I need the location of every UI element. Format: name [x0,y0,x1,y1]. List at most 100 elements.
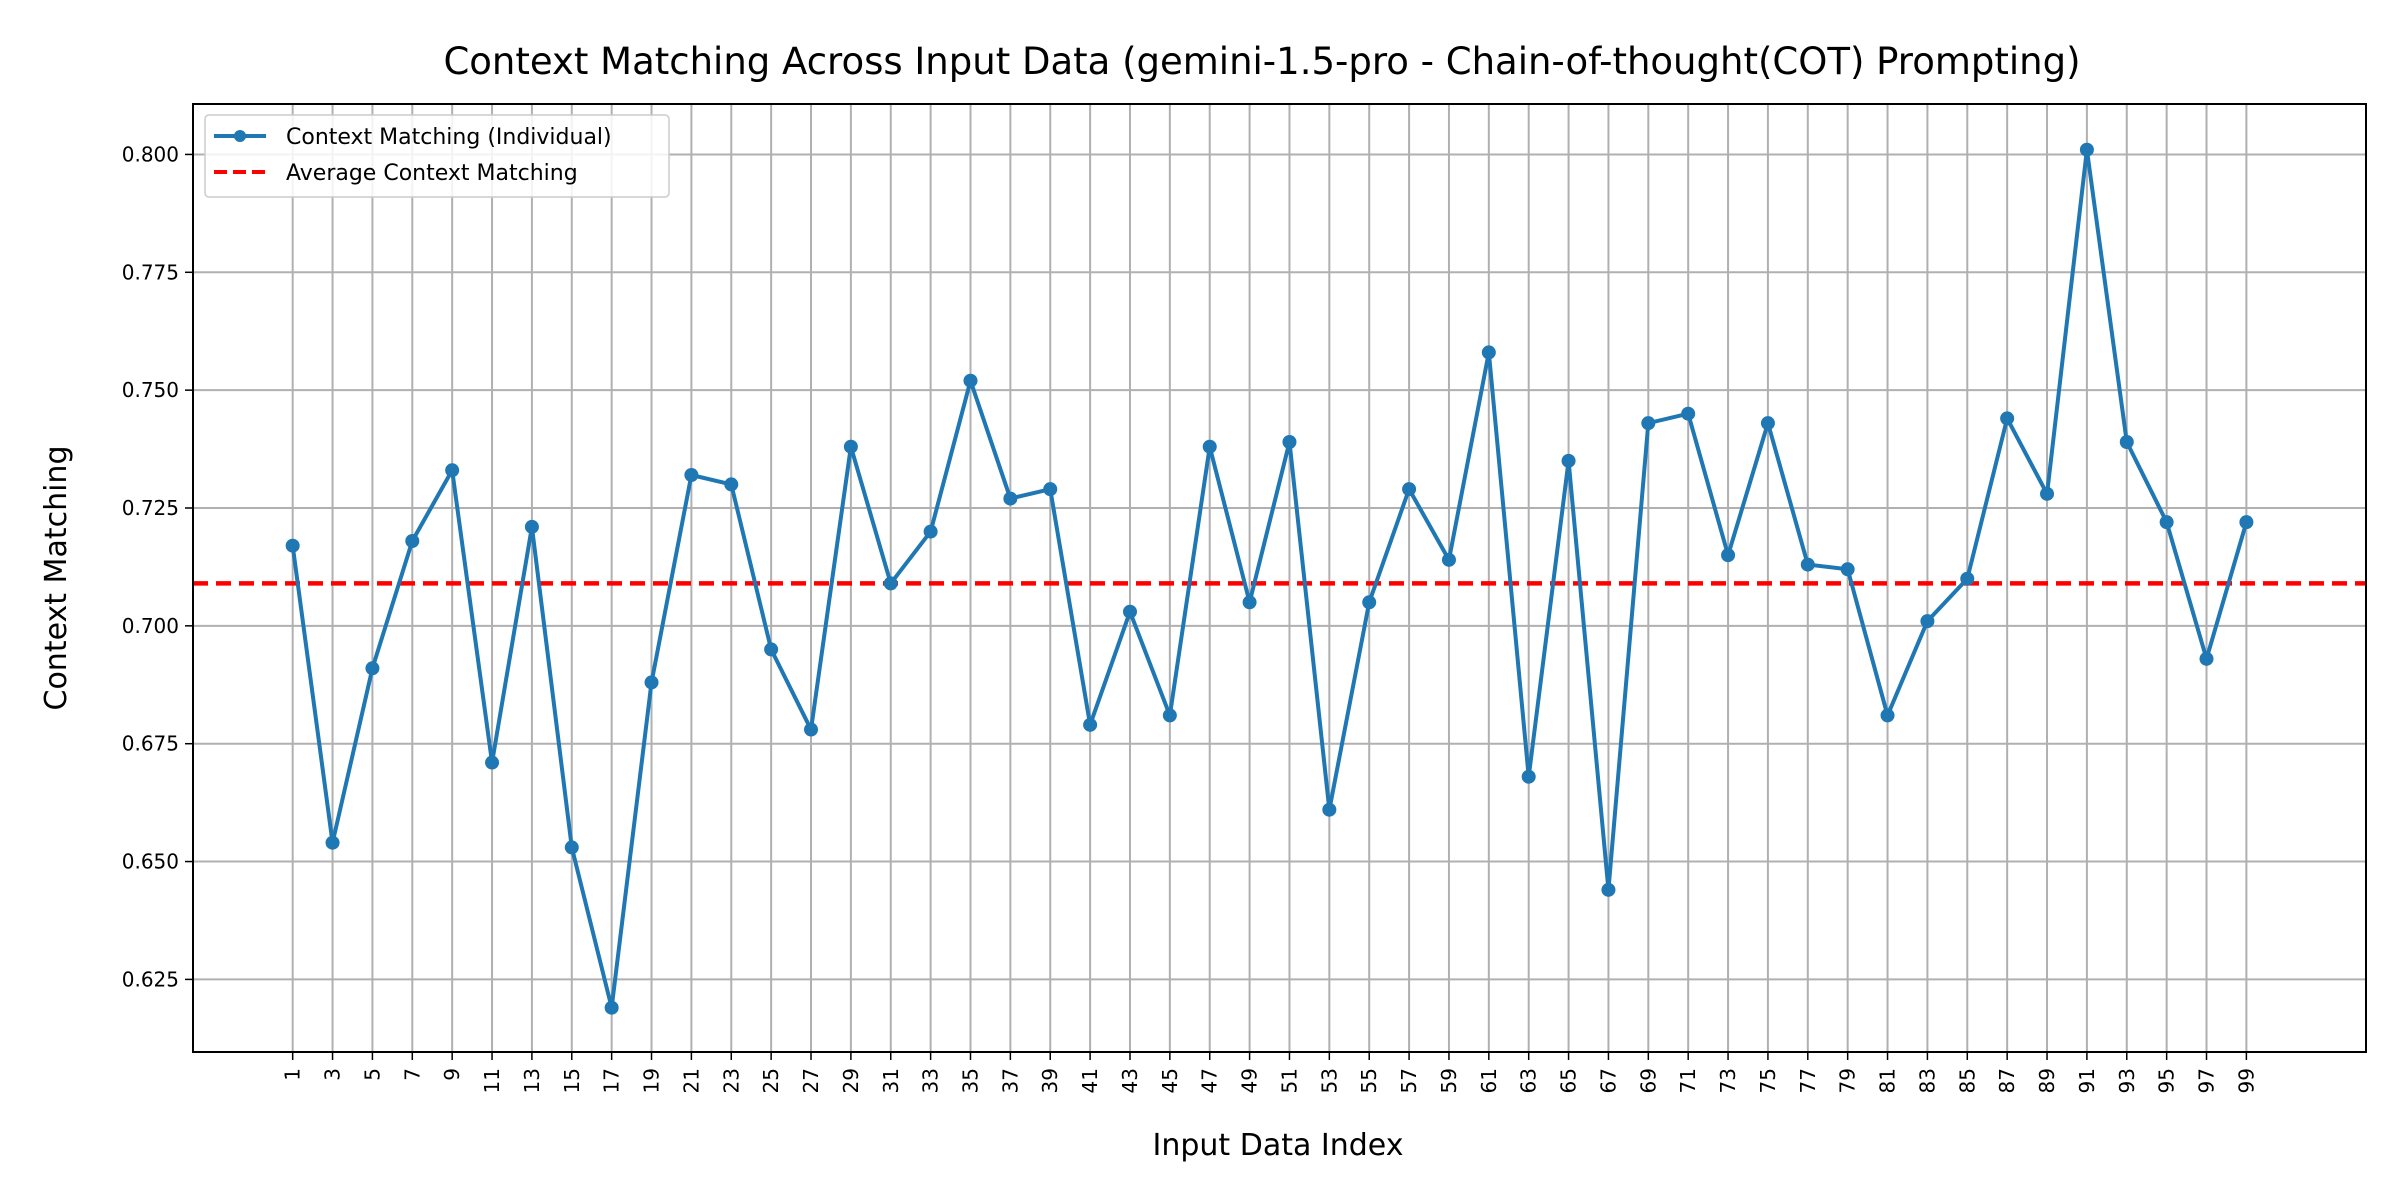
x-tick-label: 97 [2195,1068,2219,1093]
data-point [724,477,739,492]
x-tick-label: 61 [1477,1068,1501,1093]
x-tick-label: 87 [1995,1068,2019,1093]
data-point [1242,595,1257,610]
data-point [2079,142,2094,157]
x-tick-label: 51 [1277,1068,1301,1093]
data-point [365,661,380,676]
y-tick-label: 0.625 [122,967,179,991]
x-tick-label: 79 [1836,1068,1860,1093]
x-tick-label: 9 [440,1068,464,1081]
x-tick-label: 57 [1397,1068,1421,1093]
y-tick-label: 0.775 [122,260,179,284]
x-tick-label: 23 [719,1068,743,1093]
chart-title: Context Matching Across Input Data (gemi… [443,40,2080,83]
data-point [1202,439,1217,454]
x-tick-label: 93 [2115,1068,2139,1093]
data-point [1043,482,1058,497]
data-point [1441,552,1456,567]
x-tick-label: 63 [1517,1068,1541,1093]
data-point [405,533,420,548]
data-point [764,642,779,657]
x-tick-label: 39 [1038,1068,1062,1093]
y-axis-label: Context Matching [39,446,74,711]
x-tick-label: 65 [1557,1068,1581,1093]
data-point [684,467,699,482]
data-point [285,538,300,553]
x-tick-label: 13 [520,1068,544,1093]
x-tick-label: 69 [1636,1068,1660,1093]
x-axis-label: Input Data Index [1153,1128,1404,1163]
data-point [2119,434,2134,449]
data-point [644,675,659,690]
x-tick-label: 81 [1876,1068,1900,1093]
x-tick-label: 73 [1716,1068,1740,1093]
data-point [604,1000,619,1015]
y-tick-label: 0.700 [122,614,179,638]
x-tick-label: 67 [1596,1068,1620,1093]
x-tick-label: 1 [281,1068,305,1081]
x-tick-label: 27 [799,1068,823,1093]
x-tick-label: 45 [1158,1068,1182,1093]
data-point [2000,411,2015,426]
x-tick-label: 21 [679,1068,703,1093]
data-point [1362,595,1377,610]
data-point [1122,604,1137,619]
data-point [1681,406,1696,421]
data-point [325,835,340,850]
x-tick-label: 29 [839,1068,863,1093]
data-point [2159,515,2174,530]
y-tick-label: 0.800 [122,142,179,166]
data-point [1721,548,1736,563]
legend-label-individual: Context Matching (Individual) [286,125,612,150]
data-point [963,373,978,388]
x-tick-label: 33 [919,1068,943,1093]
y-axis-ticks: 0.625 0.650 0.675 0.700 0.725 0.750 0.775 0.800 [122,142,193,991]
grid [193,104,2366,1052]
x-tick-label: 95 [2155,1068,2179,1093]
y-tick-label: 0.725 [122,496,179,520]
y-tick-label: 0.650 [122,850,179,874]
data-point [1402,482,1417,497]
x-tick-label: 85 [1955,1068,1979,1093]
data-point [1840,562,1855,577]
data-point [843,439,858,454]
data-point [883,576,898,591]
data-point [923,524,938,539]
x-tick-label: 19 [640,1068,664,1093]
x-tick-label: 47 [1198,1068,1222,1093]
legend-label-average: Average Context Matching [286,161,578,186]
data-point [485,755,500,770]
data-point [804,722,819,737]
data-point [1960,571,1975,586]
x-tick-label: 25 [759,1068,783,1093]
data-point [564,840,579,855]
data-point [1920,614,1935,629]
x-tick-label: 59 [1437,1068,1461,1093]
data-point [1521,769,1536,784]
x-tick-label: 71 [1676,1068,1700,1093]
data-point [2199,651,2214,666]
x-tick-label: 41 [1078,1068,1102,1093]
x-tick-label: 3 [321,1068,345,1081]
x-tick-label: 83 [1915,1068,1939,1093]
x-tick-label: 49 [1238,1068,1262,1093]
data-point [1162,708,1177,723]
x-tick-label: 77 [1796,1068,1820,1093]
x-tick-label: 15 [560,1068,584,1093]
series-markers [285,142,2254,1015]
x-tick-label: 31 [879,1068,903,1093]
data-point [445,463,460,478]
data-point [1561,453,1576,468]
series-line-individual [290,147,2249,1010]
x-tick-label: 53 [1317,1068,1341,1093]
data-point [1282,434,1297,449]
x-tick-label: 55 [1357,1068,1381,1093]
data-point [1481,345,1496,360]
x-tick-label: 75 [1756,1068,1780,1093]
series-line-group [290,147,2249,1010]
data-point [1880,708,1895,723]
x-tick-label: 17 [600,1068,624,1093]
data-point [1601,882,1616,897]
data-point [1800,557,1815,572]
x-axis-ticks: 1 3 5 7 9 11 13 15 17 19 21 23 25 27 29 31 33 35 37 39 41 43 4… [281,1052,2258,1093]
